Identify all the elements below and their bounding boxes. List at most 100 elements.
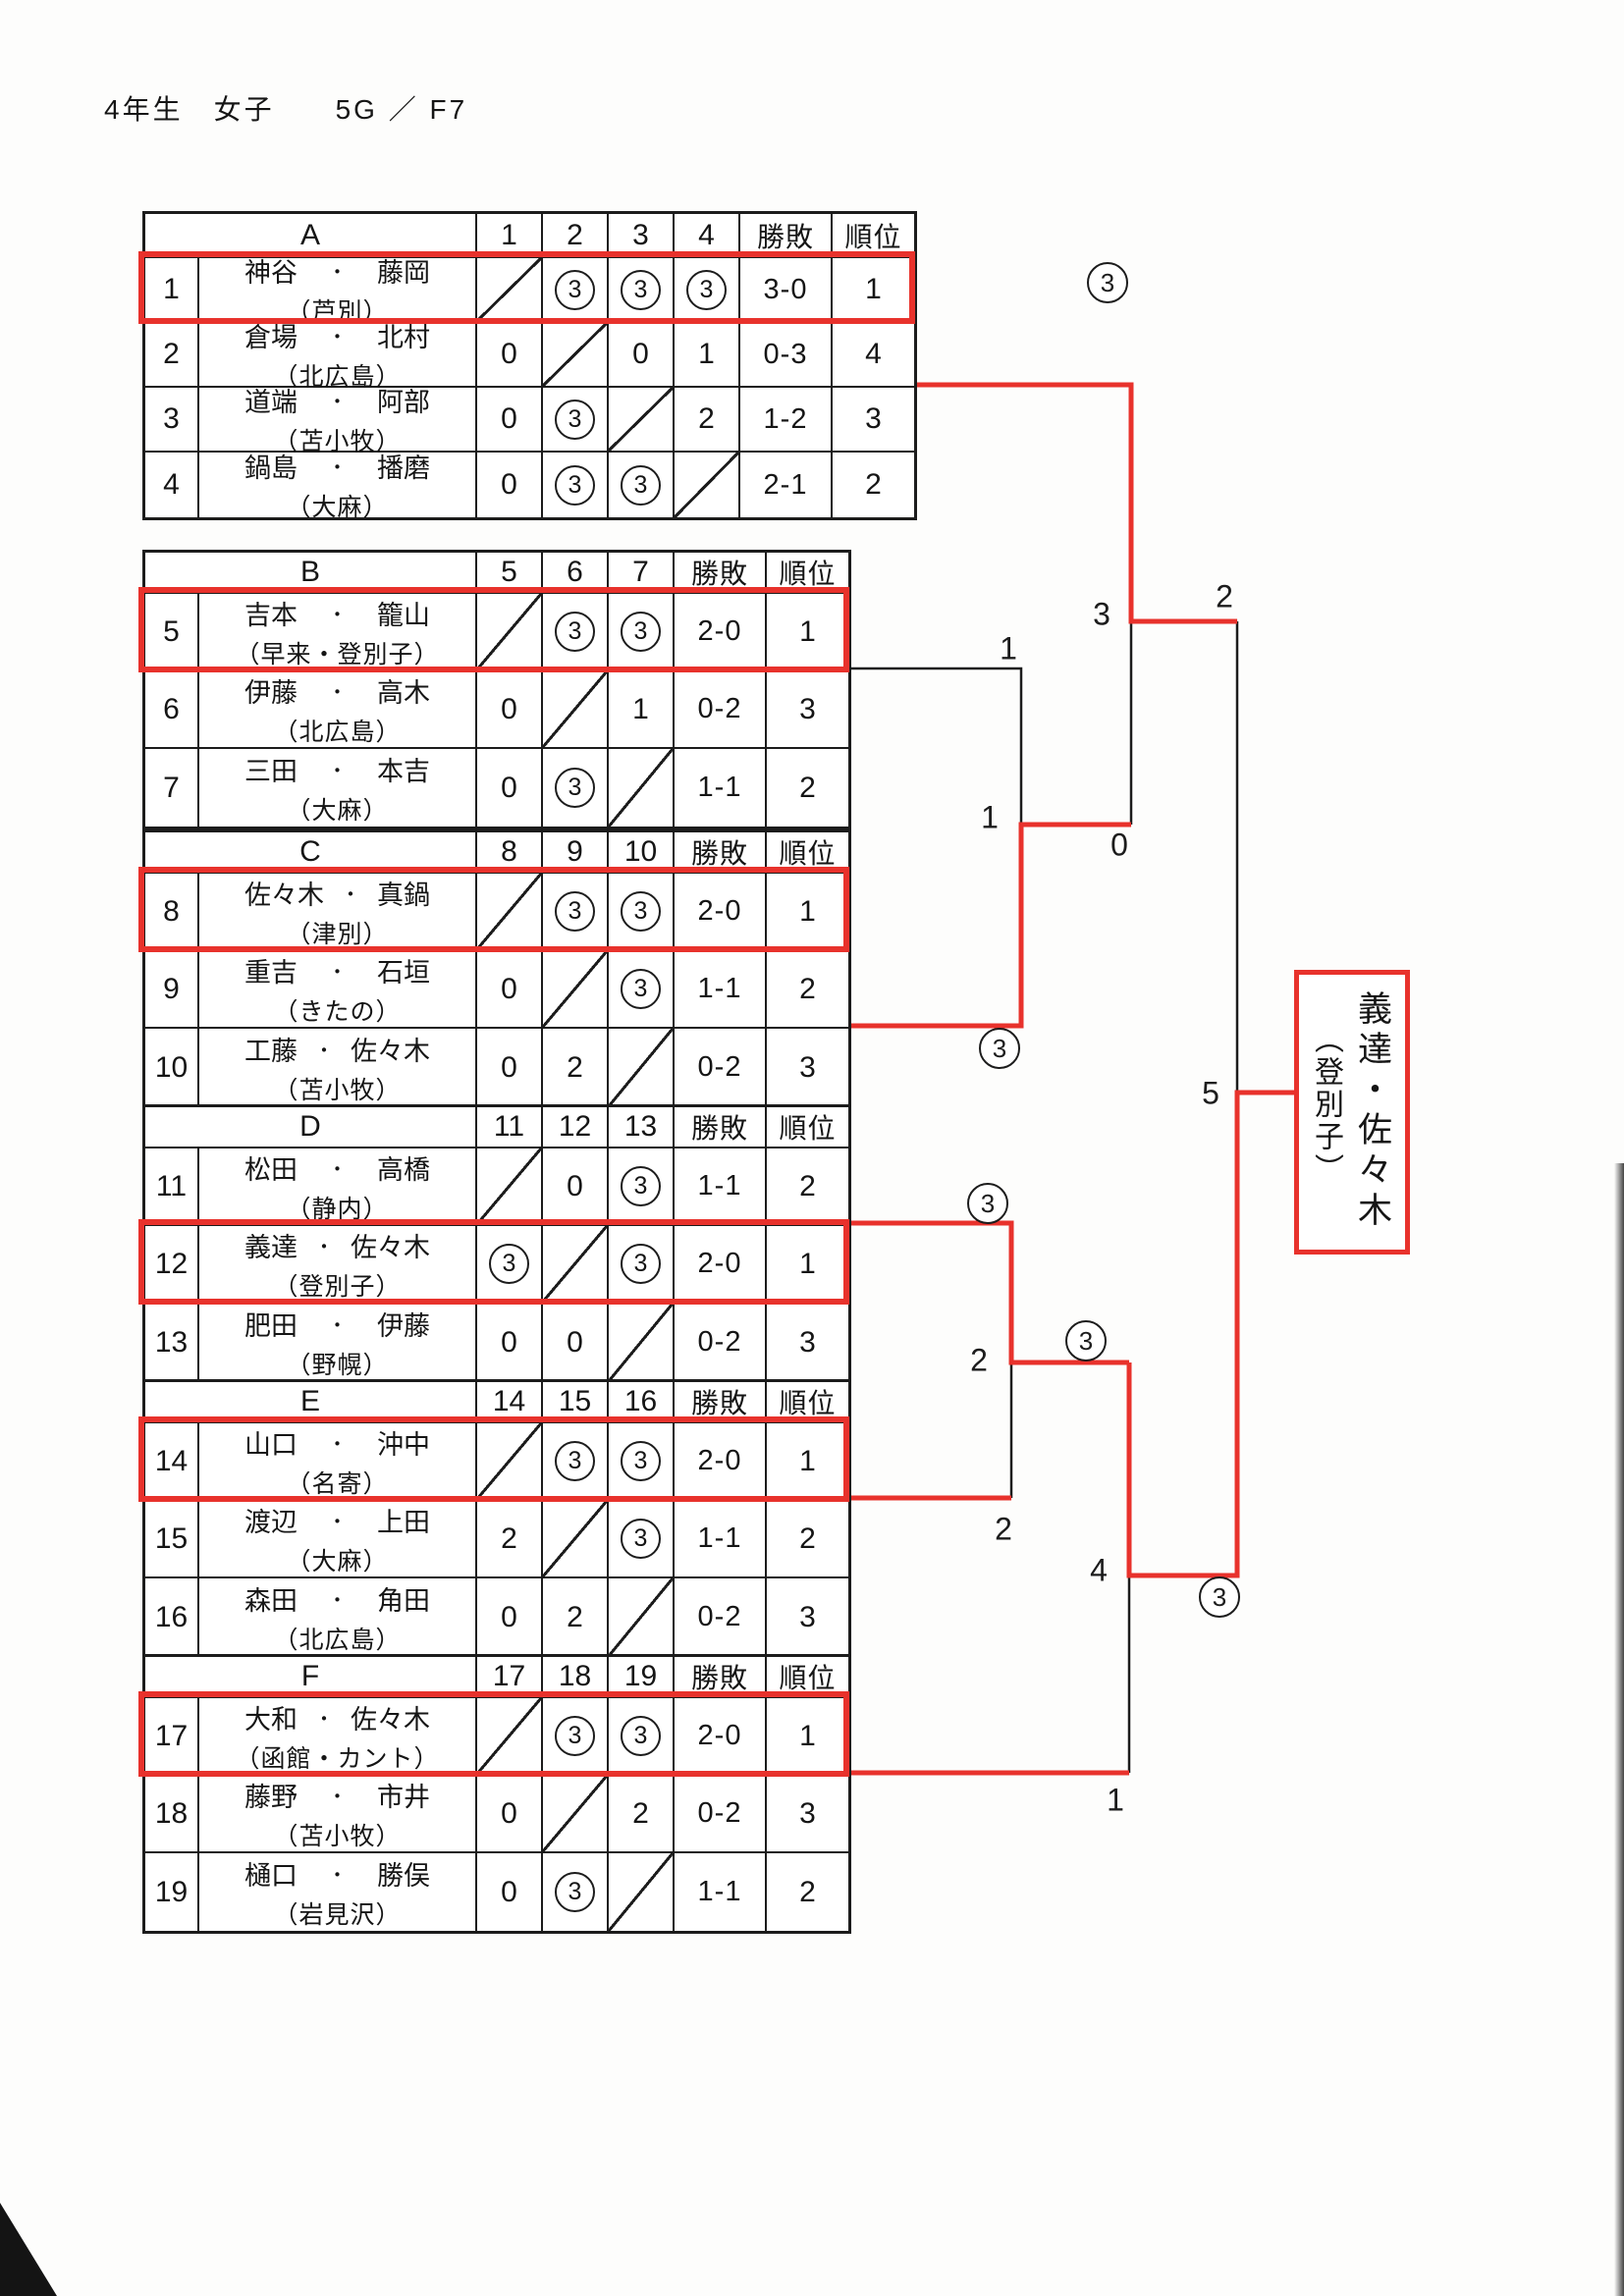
rank-cell: 3 [799, 1600, 816, 1633]
result-cell: 0 [477, 1029, 543, 1106]
club-name: （大麻） [286, 1547, 389, 1575]
pair-names: 三田 ・ 本吉 [199, 750, 475, 788]
row-number: 12 [145, 1226, 199, 1304]
player1-name: 藤野 [244, 1782, 298, 1812]
rank-cell: 2 [767, 1148, 848, 1226]
club-name: （岩見沢） [273, 1900, 402, 1929]
diagonal-cell [477, 874, 543, 951]
record-cell: 2-0 [675, 594, 767, 671]
row-number: 3 [145, 388, 199, 453]
diagonal-cell [477, 1148, 543, 1226]
player1-name: 佐々木 [244, 880, 324, 910]
rank-cell: 1 [767, 1698, 848, 1776]
team-cell: 樋口 ・ 勝俣 （岩見沢） [199, 1853, 477, 1931]
pair-middot: ・ [327, 1864, 348, 1887]
circled-3-score: 3 [621, 612, 661, 652]
pair-names: 神谷 ・ 藤岡 [199, 251, 475, 290]
row-number: 15 [145, 1501, 199, 1578]
match-number-header: 17 [477, 1657, 543, 1698]
team-cell: 道端 ・ 阿部 （苫小牧） [199, 388, 477, 455]
rank-cell: 3 [799, 1050, 816, 1084]
circled-3-score: 3 [621, 1519, 661, 1559]
bracket-line-red-5 [1126, 1090, 1296, 1578]
pair-names: 山口 ・ 沖中 [199, 1423, 475, 1462]
record-cell: 3-0 [740, 258, 833, 323]
result-cell: 3 [609, 594, 675, 671]
record-cell: 0-2 [675, 1304, 767, 1381]
result-cell: 0 [477, 1853, 543, 1931]
result-cell: 0 [609, 323, 675, 388]
player2-name: 佐々木 [351, 1704, 430, 1735]
result-cell: 2 [477, 1501, 543, 1578]
diagonal-cell [609, 388, 675, 453]
pair-names: 道端 ・ 阿部 [199, 381, 475, 419]
row-number: 13 [145, 1304, 199, 1381]
bracket-label-d1-sf-score: 3 [1065, 1320, 1107, 1362]
rank-header: 順位 [833, 214, 914, 258]
bracket-label-b1-qf-score: 1 [1000, 630, 1017, 667]
bracket-label-match4-no: 4 [1090, 1552, 1108, 1588]
pair-middot: ・ [327, 681, 348, 704]
team-cell: 義達・佐々木 （登別子） [199, 1226, 477, 1304]
bracket-label-e1-qf-score: 2 [995, 1511, 1012, 1547]
result-cell: 0 [477, 749, 543, 827]
circled-3-score: 3 [621, 1166, 661, 1206]
player1-name: 樋口 [244, 1860, 298, 1891]
pair-middot: ・ [327, 1589, 348, 1612]
result-cell: 0 [543, 1304, 609, 1381]
player1-name: 重吉 [244, 957, 298, 988]
player2-name: 北村 [377, 323, 430, 352]
player1-name: 義達 [244, 1232, 298, 1262]
circled-3-score: 3 [555, 612, 595, 652]
rank-cell: 3 [833, 388, 914, 453]
record-cell: 1-1 [675, 951, 767, 1029]
record-cell: 1-1 [675, 1853, 767, 1931]
result-cell: 3 [543, 594, 609, 671]
player1-name: 道端 [244, 388, 298, 417]
match-number-header: 19 [609, 1657, 675, 1698]
row-number: 9 [145, 951, 199, 1029]
pair-middot: ・ [314, 1040, 334, 1062]
player1-name: 大和 [244, 1704, 298, 1735]
group-b-table: B 5 6 7 勝敗 順位 5 吉本・籠山 （早来・登別子） 3 3 2-0 1 6 伊藤・高木 （北広島） 0… [142, 550, 851, 829]
match-number-header: 1 [477, 214, 543, 258]
team-cell: 神谷・藤岡 （芦別） [199, 258, 477, 326]
circled-3-score: 3 [555, 768, 595, 808]
club-name: （早来・登別子） [235, 640, 440, 668]
pair-middot: ・ [327, 1511, 348, 1533]
pair-middot: ・ [327, 604, 348, 626]
result-cell: 3 [609, 1148, 675, 1226]
pair-middot: ・ [327, 1786, 348, 1808]
champion-box: 義達・佐々木 （登別子） [1294, 970, 1410, 1255]
bracket-label-a1-sf-score: 3 [1087, 262, 1128, 303]
row-number: 11 [145, 1148, 199, 1226]
player1-name: 吉本 [244, 600, 298, 630]
result-cell: 0 [543, 1148, 609, 1226]
group-d-table: D 11 12 13 勝敗 順位 11 松田・高橋 （静内） 0 3 1-1 2 12 義達・佐々木 （登別子… [142, 1104, 851, 1384]
pair-names: 松田 ・ 高橋 [199, 1148, 475, 1187]
club-name: （津別） [286, 920, 389, 948]
diagonal-cell [543, 671, 609, 749]
win-loss-header: 勝敗 [675, 1657, 767, 1698]
team-cell: 伊藤 ・ 高木 （北広島） [199, 671, 477, 749]
result-cell: 3 [609, 874, 675, 951]
circled-3-score: 3 [686, 269, 727, 310]
rank-header: 順位 [767, 832, 848, 874]
bracket-label-match5-no: 5 [1202, 1075, 1219, 1111]
pair-middot: ・ [327, 1314, 348, 1337]
team-cell: 吉本 ・ 籠山 （早来・登別子） [199, 594, 477, 671]
diagonal-cell [477, 1423, 543, 1501]
rank-cell: 2 [865, 468, 882, 501]
club-name: （北広島） [273, 1626, 402, 1654]
diagonal-cell [543, 1776, 609, 1853]
group-label: D [145, 1107, 477, 1148]
record-cell: 2-0 [675, 1226, 767, 1304]
row-number: 14 [145, 1423, 199, 1501]
pair-middot: ・ [327, 327, 348, 348]
club-name: （静内） [286, 1195, 389, 1223]
player2-name: 沖中 [377, 1429, 430, 1460]
player1-name: 山口 [244, 1429, 298, 1460]
player2-name: 伊藤 [377, 1310, 430, 1341]
rank-header: 順位 [767, 1107, 848, 1148]
